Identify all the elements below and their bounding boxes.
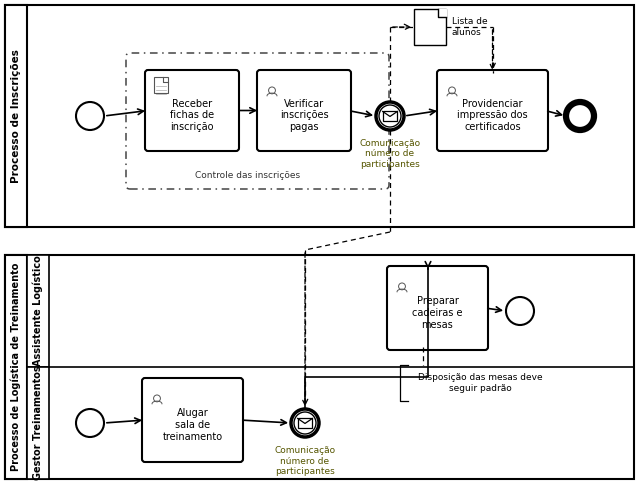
FancyBboxPatch shape xyxy=(126,53,389,189)
Circle shape xyxy=(399,283,405,290)
Circle shape xyxy=(76,102,104,130)
Text: Preparar
cadeiras e
mesas: Preparar cadeiras e mesas xyxy=(412,296,463,330)
Text: Receber
fichas de
inscrição: Receber fichas de inscrição xyxy=(170,99,214,132)
Bar xyxy=(5,5,634,227)
FancyBboxPatch shape xyxy=(437,70,548,151)
FancyBboxPatch shape xyxy=(145,70,239,151)
Circle shape xyxy=(566,102,594,130)
Text: Comunicação
número de
participantes: Comunicação número de participantes xyxy=(274,446,335,476)
Bar xyxy=(5,255,634,479)
Bar xyxy=(5,5,27,227)
Circle shape xyxy=(294,412,316,434)
Text: Processo de Logística de Treinamento: Processo de Logística de Treinamento xyxy=(11,263,21,471)
Text: Comunicação
número de
participantes: Comunicação número de participantes xyxy=(359,139,420,169)
Circle shape xyxy=(76,409,104,437)
Text: Gestor Treinamentos: Gestor Treinamentos xyxy=(33,366,43,480)
Bar xyxy=(154,77,168,93)
FancyBboxPatch shape xyxy=(257,70,351,151)
Circle shape xyxy=(449,87,456,94)
Polygon shape xyxy=(438,9,446,17)
Text: Processo de Inscrições: Processo de Inscrições xyxy=(11,49,21,183)
Text: Disposição das mesas deve
seguir padrão: Disposição das mesas deve seguir padrão xyxy=(418,373,543,393)
Circle shape xyxy=(506,297,534,325)
Bar xyxy=(414,9,446,45)
Circle shape xyxy=(291,409,319,437)
Text: Lista de
alunos: Lista de alunos xyxy=(452,17,488,37)
Circle shape xyxy=(379,105,401,127)
Circle shape xyxy=(153,395,160,402)
FancyBboxPatch shape xyxy=(387,266,488,350)
Text: Providenciar
impressão dos
certificados: Providenciar impressão dos certificados xyxy=(457,99,528,132)
Text: Verificar
inscrições
pagas: Verificar inscrições pagas xyxy=(280,99,328,132)
Circle shape xyxy=(268,87,275,94)
FancyBboxPatch shape xyxy=(142,378,243,462)
Bar xyxy=(27,367,49,479)
Text: Assistente Logístico: Assistente Logístico xyxy=(33,256,43,366)
Bar xyxy=(5,255,27,479)
Bar xyxy=(383,111,397,121)
Text: Alugar
sala de
treinamento: Alugar sala de treinamento xyxy=(162,408,222,441)
Text: Controle das inscrições: Controle das inscrições xyxy=(195,170,300,180)
Bar xyxy=(298,419,312,427)
Bar xyxy=(27,255,49,367)
Circle shape xyxy=(376,102,404,130)
